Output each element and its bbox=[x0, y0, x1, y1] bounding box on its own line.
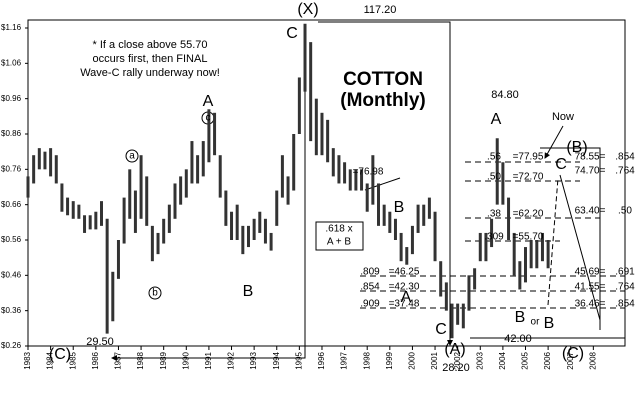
annotation: Wave-C rally underway now! bbox=[80, 67, 220, 79]
x-tick-label: 1999 bbox=[385, 351, 394, 369]
x-tick-label: 2000 bbox=[408, 351, 417, 369]
annotation: A + B bbox=[327, 237, 352, 248]
annotation: (A) bbox=[444, 341, 465, 358]
annotation: b bbox=[152, 288, 158, 299]
y-tick-label: $0.36 bbox=[1, 306, 22, 315]
y-tick-label: $1.06 bbox=[1, 58, 22, 67]
annotation: .50 bbox=[618, 206, 632, 217]
annotation: 78.55= bbox=[575, 152, 606, 163]
y-tick-label: $0.76 bbox=[1, 164, 22, 173]
annotation: .38 bbox=[487, 209, 501, 220]
x-tick-label: 2002 bbox=[453, 351, 462, 369]
annotation: .764 bbox=[615, 282, 635, 293]
x-tick-label: 1997 bbox=[340, 351, 349, 369]
annotation: =62.20 bbox=[513, 209, 544, 220]
annotation: .909 bbox=[360, 299, 380, 310]
annotation: B bbox=[243, 283, 254, 300]
chart-subtitle: (Monthly) bbox=[340, 90, 425, 111]
annotation: .309 bbox=[484, 232, 504, 243]
x-tick-label: 1991 bbox=[204, 351, 213, 369]
annotation: occurs first, then FINAL bbox=[93, 53, 208, 65]
annotation: =46.25 bbox=[389, 267, 420, 278]
annotation: 42.00 bbox=[504, 333, 532, 345]
annotation: a bbox=[129, 151, 135, 162]
x-tick-label: 1992 bbox=[227, 351, 236, 369]
annotation: 74.70= bbox=[575, 166, 606, 177]
x-tick-label: 2001 bbox=[430, 351, 439, 369]
annotation: .764 bbox=[615, 166, 635, 177]
annotation: =42.30 bbox=[389, 282, 420, 293]
annotation: 36.46= bbox=[575, 299, 606, 310]
annotation: .809 bbox=[360, 267, 380, 278]
annotation: 45.69= bbox=[575, 267, 606, 278]
x-tick-label: 1989 bbox=[159, 351, 168, 369]
annotation: .854 bbox=[615, 299, 635, 310]
x-tick-label: 1983 bbox=[23, 351, 32, 369]
x-tick-label: 1996 bbox=[317, 351, 326, 369]
x-tick-label: 2005 bbox=[521, 351, 530, 369]
x-tick-label: 1987 bbox=[114, 351, 123, 369]
annotation: A bbox=[491, 111, 502, 128]
annotation: C bbox=[435, 321, 447, 338]
annotation: 84.80 bbox=[491, 89, 519, 101]
annotation: (C) bbox=[562, 345, 584, 362]
annotation: or bbox=[531, 317, 541, 328]
annotation: c bbox=[206, 113, 211, 124]
annotation: .50 bbox=[487, 172, 501, 183]
x-tick-label: 1984 bbox=[46, 351, 55, 369]
y-tick-label: $1.16 bbox=[1, 23, 22, 32]
annotation: * If a close above 55.70 bbox=[93, 39, 208, 51]
annotation: 63.40= bbox=[575, 206, 606, 217]
annotation: B bbox=[515, 309, 526, 326]
annotation: 41.55= bbox=[575, 282, 606, 293]
y-tick-label: $0.96 bbox=[1, 94, 22, 103]
x-tick-label: 2007 bbox=[566, 351, 575, 369]
y-tick-label: $0.66 bbox=[1, 200, 22, 209]
x-tick-label: 2006 bbox=[543, 351, 552, 369]
annotation: 29.50 bbox=[86, 336, 114, 348]
annotation: .854 bbox=[615, 152, 635, 163]
y-tick-label: $0.56 bbox=[1, 235, 22, 244]
annotation: C bbox=[286, 25, 298, 42]
y-tick-label: $0.26 bbox=[1, 341, 22, 350]
annotation: (B) bbox=[566, 139, 587, 156]
x-tick-label: 1994 bbox=[272, 351, 281, 369]
x-tick-label: 2003 bbox=[475, 351, 484, 369]
annotation: C bbox=[555, 156, 567, 173]
y-tick-label: $0.86 bbox=[1, 129, 22, 138]
annotation: =72.70 bbox=[513, 172, 544, 183]
annotation: 117.20 bbox=[364, 4, 397, 16]
x-tick-label: 2004 bbox=[498, 351, 507, 369]
annotation: .691 bbox=[615, 267, 635, 278]
wave-lines bbox=[111, 21, 625, 361]
annotation: =76.98 bbox=[353, 167, 384, 178]
annotation: .56 bbox=[487, 152, 501, 163]
annotation: 28.20 bbox=[442, 362, 470, 374]
annotation: =55.70 bbox=[513, 232, 544, 243]
x-tick-label: 1993 bbox=[249, 351, 258, 369]
annotation: A bbox=[203, 93, 214, 110]
annotation: Now bbox=[552, 111, 574, 123]
annotation: B bbox=[394, 199, 405, 216]
y-tick-label: $0.46 bbox=[1, 270, 22, 279]
annotation: .854 bbox=[360, 282, 380, 293]
x-tick-label: 1998 bbox=[362, 351, 371, 369]
x-tick-label: 2008 bbox=[588, 351, 597, 369]
x-tick-label: 1985 bbox=[68, 351, 77, 369]
annotation: =37.48 bbox=[389, 299, 420, 310]
annotation: (X) bbox=[297, 1, 318, 18]
annotation: B bbox=[544, 315, 555, 332]
x-tick-label: 1990 bbox=[181, 351, 190, 369]
chart-title: COTTON bbox=[343, 69, 423, 90]
annotation: (C) bbox=[49, 346, 71, 363]
x-tick-label: 1986 bbox=[91, 351, 100, 369]
annotation: A bbox=[401, 289, 412, 306]
x-tick-label: 1988 bbox=[136, 351, 145, 369]
annotation: .618 x bbox=[325, 224, 352, 235]
x-tick-label: 1995 bbox=[294, 351, 303, 369]
annotation: =77.95 bbox=[513, 152, 544, 163]
